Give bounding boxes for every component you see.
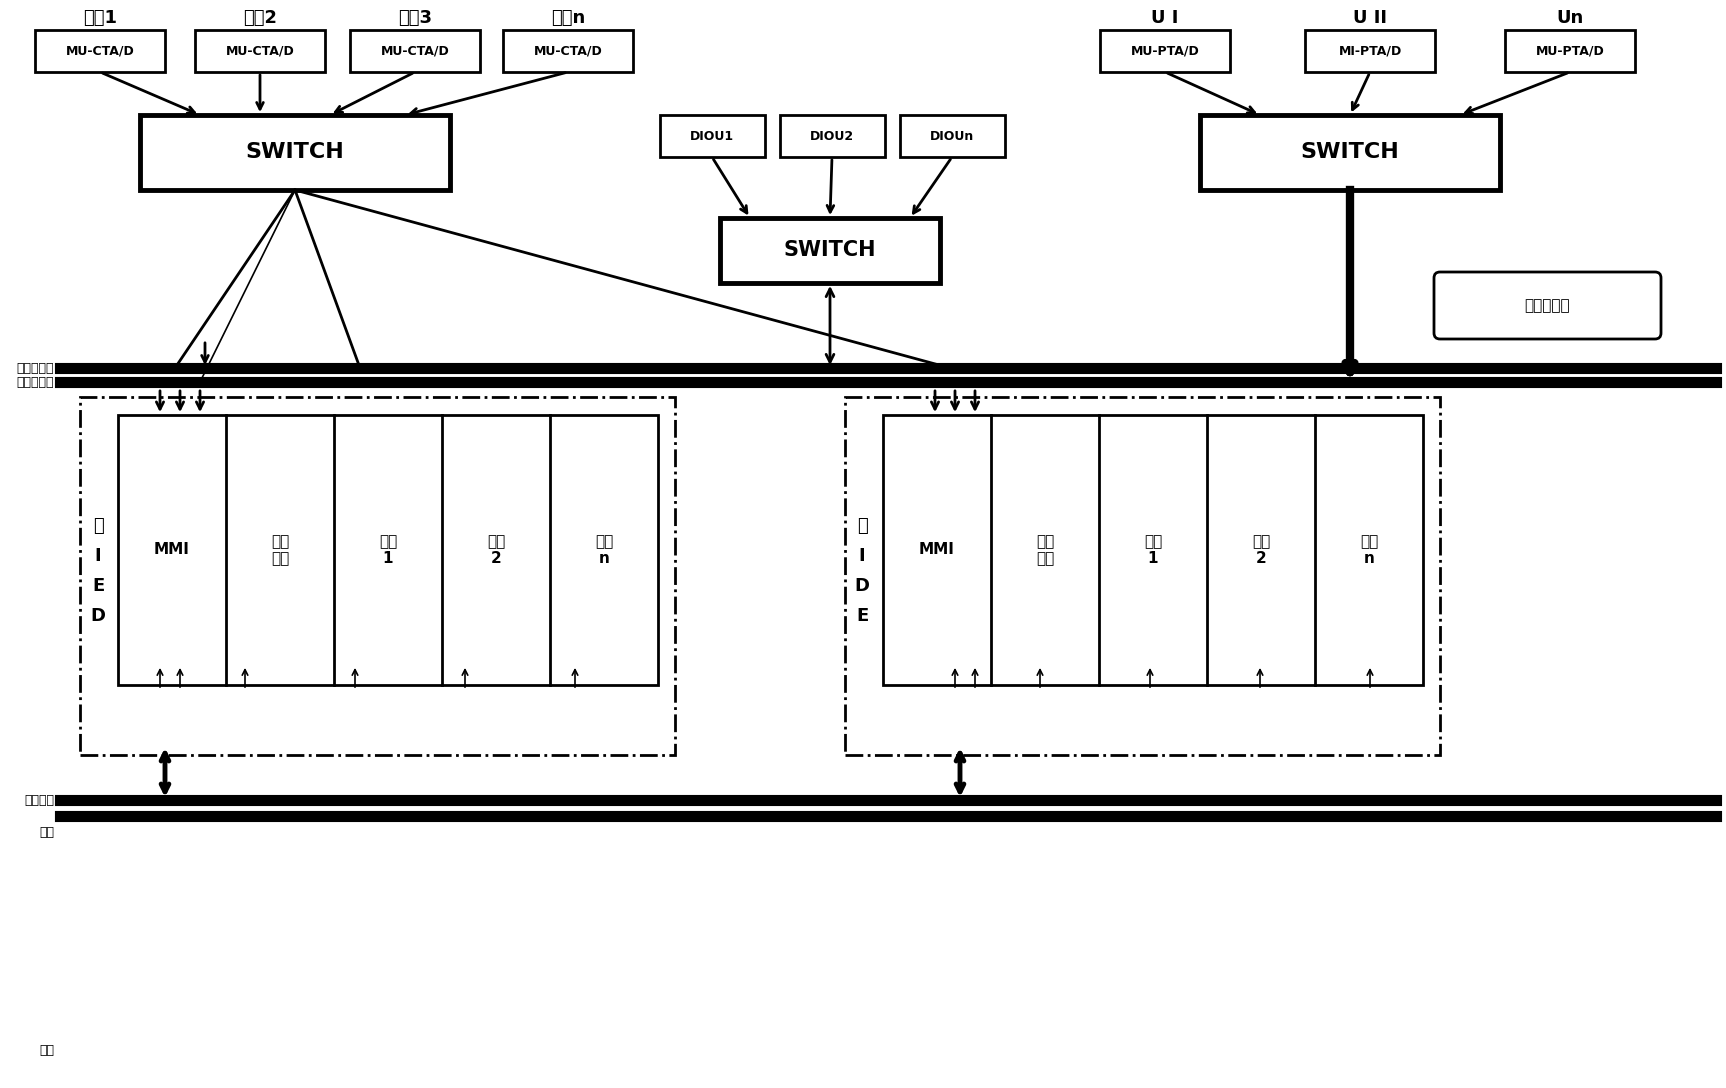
Text: MU-PTA/D: MU-PTA/D <box>1131 45 1200 58</box>
Bar <box>1099 30 1231 72</box>
Text: DIOU2: DIOU2 <box>809 129 854 143</box>
Bar <box>79 397 675 755</box>
Text: 线路3: 线路3 <box>399 9 432 27</box>
Text: 线路1: 线路1 <box>83 9 117 27</box>
Bar <box>780 115 885 157</box>
Text: E: E <box>91 577 104 595</box>
Text: U I: U I <box>1151 9 1179 27</box>
Text: D: D <box>90 607 105 625</box>
Bar <box>350 30 480 72</box>
Text: D: D <box>854 577 870 595</box>
Text: MMI: MMI <box>918 543 954 557</box>
Text: 母线
分段: 母线 分段 <box>1036 534 1055 566</box>
Text: I: I <box>860 547 865 565</box>
Bar <box>1305 30 1434 72</box>
Text: DIOU1: DIOU1 <box>690 129 734 143</box>
Bar <box>1200 115 1500 190</box>
Bar <box>720 218 941 283</box>
Text: 线路2: 线路2 <box>243 9 276 27</box>
Text: SWITCH: SWITCH <box>784 240 877 260</box>
Text: MU-CTA/D: MU-CTA/D <box>381 45 449 58</box>
Text: MI-PTA/D: MI-PTA/D <box>1338 45 1402 58</box>
Text: U II: U II <box>1353 9 1388 27</box>
Bar <box>846 397 1439 755</box>
Text: SWITCH: SWITCH <box>245 143 345 162</box>
Text: 电压以太网: 电压以太网 <box>17 375 54 388</box>
Bar <box>884 415 1422 685</box>
Text: 线路
2: 线路 2 <box>487 534 506 566</box>
Text: 线路
n: 线路 n <box>1360 534 1377 566</box>
Text: DIOUn: DIOUn <box>930 129 973 143</box>
Bar <box>1505 30 1635 72</box>
Bar <box>659 115 765 157</box>
Text: 过程层网络: 过程层网络 <box>1524 298 1571 313</box>
Text: 线路
n: 线路 n <box>595 534 613 566</box>
FancyBboxPatch shape <box>1434 272 1660 339</box>
Text: 线路
2: 线路 2 <box>1251 534 1270 566</box>
Text: 线路n: 线路n <box>551 9 585 27</box>
Text: 主: 主 <box>93 517 104 535</box>
Bar <box>502 30 633 72</box>
Text: MU-PTA/D: MU-PTA/D <box>1536 45 1605 58</box>
Bar <box>117 415 658 685</box>
Text: 太网: 太网 <box>40 826 54 839</box>
Text: 母线
分段: 母线 分段 <box>271 534 290 566</box>
Bar <box>140 115 450 190</box>
Text: 控制以太网: 控制以太网 <box>17 361 54 374</box>
Text: MU-CTA/D: MU-CTA/D <box>533 45 602 58</box>
Text: I: I <box>95 547 102 565</box>
Text: E: E <box>856 607 868 625</box>
Text: 站控层以: 站控层以 <box>24 793 54 806</box>
Text: 备: 备 <box>856 517 868 535</box>
Text: SWITCH: SWITCH <box>1301 143 1400 162</box>
Text: MMI: MMI <box>154 543 190 557</box>
Text: 线路
1: 线路 1 <box>380 534 397 566</box>
Bar <box>899 115 1005 157</box>
Text: Un: Un <box>1557 9 1584 27</box>
Text: MU-CTA/D: MU-CTA/D <box>226 45 295 58</box>
Text: 太网: 太网 <box>40 1043 54 1056</box>
Bar <box>35 30 166 72</box>
Bar <box>195 30 324 72</box>
Text: MU-CTA/D: MU-CTA/D <box>66 45 135 58</box>
Text: 线路
1: 线路 1 <box>1144 534 1162 566</box>
